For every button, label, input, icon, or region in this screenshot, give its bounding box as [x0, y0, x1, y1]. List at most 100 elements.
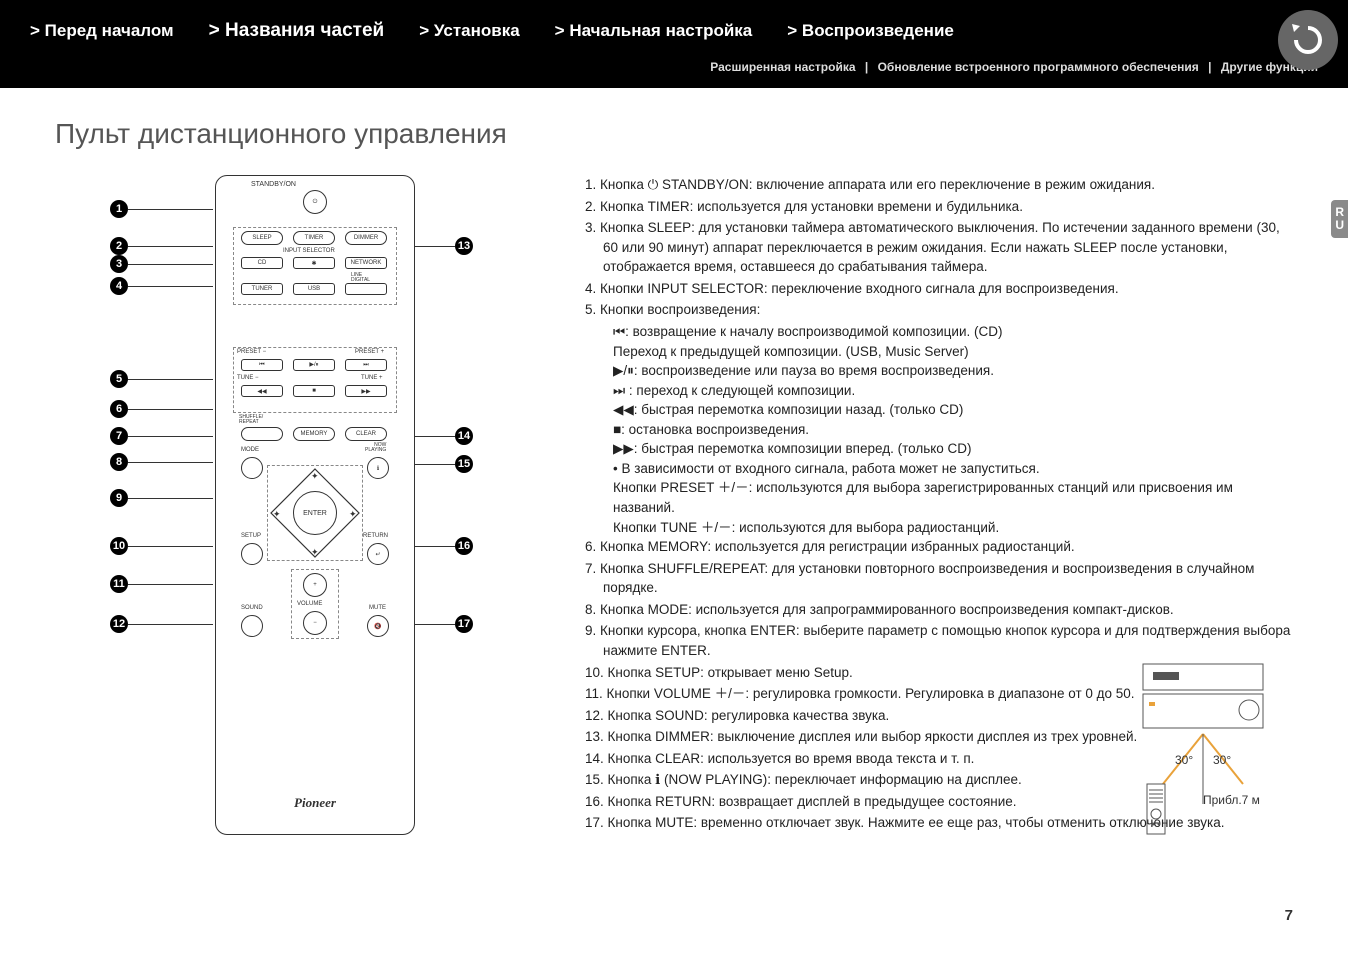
nav-sub: Расширенная настройка | Обновление встро… [30, 60, 1318, 74]
nav-item-2[interactable]: > Установка [419, 21, 519, 41]
label-preset-minus: PRESET − [237, 349, 266, 355]
label-standby: STANDBY/ON [251, 181, 296, 188]
nav-item-0[interactable]: > Перед началом [30, 21, 174, 41]
header-bar: > Перед началом > Названия частей > Уста… [0, 0, 1348, 88]
btn-dimmer: DIMMER [345, 231, 387, 245]
page-title: Пульт дистанционного управления [55, 118, 1293, 150]
btn-memory: MEMORY [293, 427, 335, 441]
callout-7: 7 [110, 427, 128, 445]
desc-item: 6. Кнопка MEMORY: используется для регис… [585, 537, 1293, 557]
desc-subitem: Кнопки TUNE ＋/－: используются для выбора… [585, 518, 1293, 538]
label-tune-plus: TUNE + [361, 375, 383, 381]
btn-prev: ⏮ [241, 359, 283, 371]
nav-item-1[interactable]: > Названия частей [209, 20, 385, 42]
desc-subitem: ⏭ : переход к следующей композиции. [585, 381, 1293, 401]
callout-13: 13 [455, 237, 473, 255]
btn-bt: ✱ [293, 257, 335, 269]
desc-subitem: ⏮: возвращение к началу воспроизводимой … [585, 322, 1293, 342]
desc-subitem: ▶▶: быстрая перемотка композиции вперед.… [585, 439, 1293, 459]
label-tune-minus: TUNE − [237, 375, 259, 381]
btn-play-pause: ▶/⏸ [293, 359, 335, 371]
desc-subitem: ◀◀: быстрая перемотка композиции назад. … [585, 400, 1293, 420]
desc-item: 8. Кнопка MODE: используется для запрогр… [585, 600, 1293, 620]
desc-subitem: • В зависимости от входного сигнала, раб… [585, 459, 1293, 479]
btn-stop: ■ [293, 385, 335, 397]
btn-rew: ◀◀ [241, 385, 283, 397]
btn-timer: TIMER [293, 231, 335, 245]
label-sound: SOUND [241, 605, 263, 611]
btn-now-playing: ℹ [367, 457, 389, 479]
range-diagram: 30° 30° Прибл.7 м [1103, 654, 1293, 854]
label-setup: SETUP [241, 533, 261, 539]
nav-sub-0[interactable]: Расширенная настройка [710, 60, 855, 74]
desc-item: 4. Кнопки INPUT SELECTOR: переключение в… [585, 279, 1293, 299]
label-preset-plus: PRESET + [355, 349, 384, 355]
callout-14: 14 [455, 427, 473, 445]
callout-16: 16 [455, 537, 473, 555]
label-line-digital: LINEDIGITAL [351, 273, 370, 283]
btn-setup [241, 543, 263, 565]
nav-item-4[interactable]: > Воспроизведение [787, 21, 954, 41]
nav-item-3[interactable]: > Начальная настройка [555, 21, 753, 41]
btn-vol-down: − [303, 611, 327, 635]
label-right: ✦ [349, 509, 357, 520]
desc-item: 7. Кнопка SHUFFLE/REPEAT: для установки … [585, 559, 1293, 598]
callout-10: 10 [110, 537, 128, 555]
desc-subitem: Кнопки PRESET ＋/－: используются для выбо… [585, 478, 1293, 517]
label-input-selector: INPUT SELECTOR [283, 248, 335, 254]
desc-item: 1. Кнопка ⏻ STANDBY/ON: включение аппара… [585, 175, 1293, 195]
back-icon[interactable] [1278, 10, 1338, 70]
callout-15: 15 [455, 455, 473, 473]
label-up: ✦ [311, 471, 319, 482]
svg-text:30°: 30° [1213, 753, 1231, 767]
btn-sleep: SLEEP [241, 231, 283, 245]
btn-standby: ⏻ [303, 190, 327, 214]
label-mode: MODE [241, 447, 259, 453]
btn-sound [241, 615, 263, 637]
btn-clear: CLEAR [345, 427, 387, 441]
callout-5: 5 [110, 370, 128, 388]
label-left: ✦ [273, 509, 281, 520]
btn-repeat [241, 427, 283, 441]
page-number: 7 [1285, 907, 1293, 924]
callout-6: 6 [110, 400, 128, 418]
nav-top: > Перед началом > Названия частей > Уста… [30, 20, 1318, 42]
label-shuffle-repeat: SHUFFLE/REPEAT [239, 415, 263, 425]
btn-usb: USB [293, 283, 335, 295]
btn-cd: CD [241, 257, 283, 269]
desc-subitem: ▶/⏸: воспроизведение или пауза во время … [585, 361, 1293, 381]
remote-diagram-column: 123456789101112 1314151617 STANDBY/ON ⏻ … [55, 175, 575, 835]
callout-11: 11 [110, 575, 128, 593]
btn-mute: 🔇 [367, 615, 389, 637]
desc-item: 3. Кнопка SLEEP: для установки таймера а… [585, 218, 1293, 277]
label-now-playing: NOWPLAYING [365, 443, 386, 453]
btn-mode [241, 457, 263, 479]
desc-subitem: Переход к предыдущей композиции. (USB, M… [585, 342, 1293, 362]
callout-12: 12 [110, 615, 128, 633]
label-mute: MUTE [369, 605, 386, 611]
desc-item: 2. Кнопка TIMER: используется для устано… [585, 197, 1293, 217]
callout-1: 1 [110, 200, 128, 218]
svg-text:30°: 30° [1175, 753, 1193, 767]
side-tab-ru: RU [1331, 200, 1348, 238]
desc-item: 5. Кнопки воспроизведения: [585, 300, 1293, 320]
desc-subitem: ■: остановка воспроизведения. [585, 420, 1293, 440]
callout-3: 3 [110, 255, 128, 273]
btn-network: NETWORK [345, 257, 387, 269]
btn-next: ⏭ [345, 359, 387, 371]
callout-4: 4 [110, 277, 128, 295]
callout-17: 17 [455, 615, 473, 633]
btn-ff: ▶▶ [345, 385, 387, 397]
btn-tuner: TUNER [241, 283, 283, 295]
btn-return: ↵ [367, 543, 389, 565]
label-down: ✦ [311, 547, 319, 558]
callout-9: 9 [110, 489, 128, 507]
remote-illustration: STANDBY/ON ⏻ SLEEP TIMER DIMMER INPUT SE… [215, 175, 415, 835]
label-return: RETURN [363, 533, 388, 539]
callout-8: 8 [110, 453, 128, 471]
diagram-distance: Прибл.7 м [1203, 793, 1260, 807]
callout-2: 2 [110, 237, 128, 255]
btn-vol-up: + [303, 573, 327, 597]
nav-sub-1[interactable]: Обновление встроенного программного обес… [878, 60, 1199, 74]
brand-label: Pioneer [215, 795, 415, 811]
